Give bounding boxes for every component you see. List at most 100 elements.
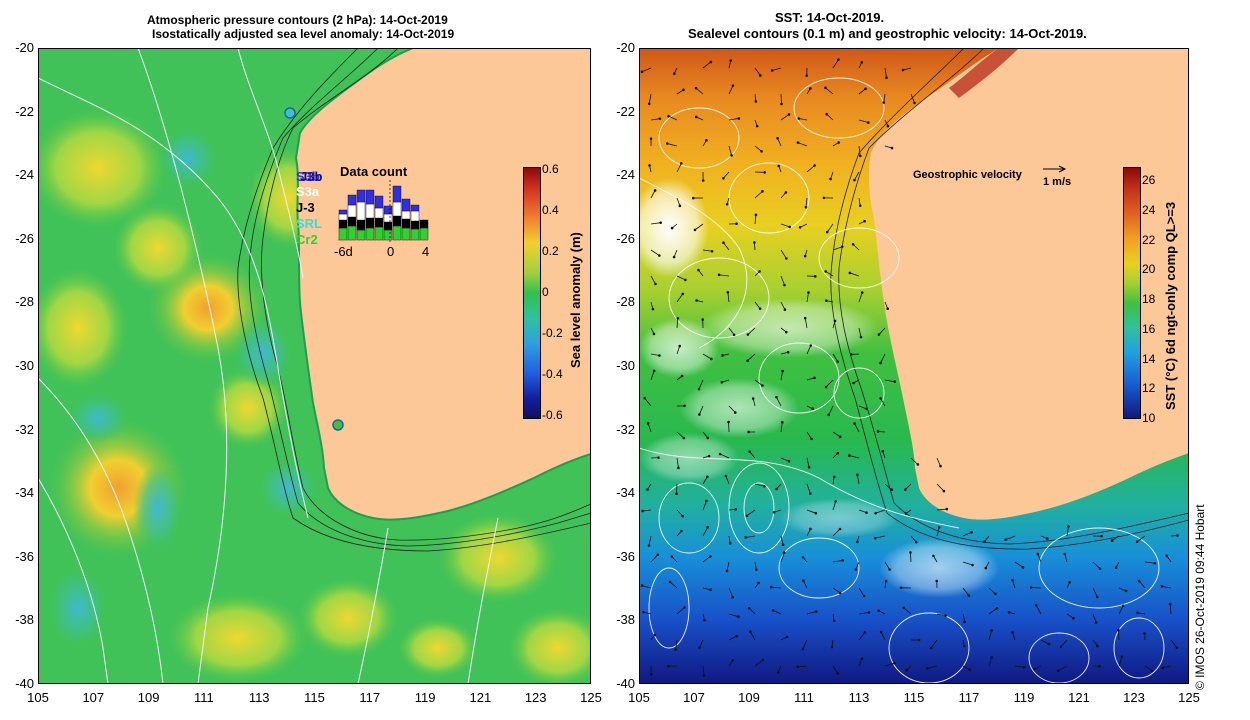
velocity-arrow — [1169, 604, 1172, 615]
velocity-arrow-head — [1165, 554, 1169, 558]
lon-tick-right: 117 — [958, 690, 980, 705]
data-count-bar-segment — [374, 226, 384, 241]
velocity-arrow-head — [832, 475, 836, 479]
velocity-arrow — [719, 274, 730, 277]
velocity-arrow-head — [675, 492, 678, 495]
velocity-arrow-head — [772, 511, 776, 514]
velocity-arrow — [1162, 665, 1172, 669]
velocity-arrow — [832, 59, 839, 69]
velocity-arrow-head — [853, 178, 856, 182]
velocity-arrow — [641, 67, 652, 73]
velocity-arrow-head — [1143, 632, 1146, 635]
velocity-arrow-head — [803, 254, 807, 258]
velocity-arrow-head — [710, 357, 713, 361]
velocity-arrow-head — [726, 291, 730, 294]
velocity-arrow-head — [916, 463, 920, 466]
velocity-arrow-head — [652, 332, 656, 336]
velocity-arrow — [832, 665, 839, 674]
velocity-arrow — [884, 561, 890, 570]
velocity-arrow — [858, 658, 863, 667]
velocity-arrow-head — [905, 668, 908, 672]
velocity-arrow-head — [834, 500, 837, 503]
velocity-arrow-head — [876, 430, 880, 433]
data-count-bar-segment — [401, 210, 411, 220]
satellite-legend-j3: J-3 — [296, 200, 315, 215]
satellite-legend-s3b: S3b — [296, 169, 320, 184]
velocity-arrow — [832, 528, 841, 537]
velocity-arrow — [903, 607, 912, 615]
data-count-bar-segment — [365, 217, 375, 229]
velocity-arrow — [648, 535, 652, 546]
velocity-arrow-head — [1036, 552, 1040, 556]
data-count-title: Data count — [340, 164, 408, 179]
velocity-arrow-head — [705, 499, 708, 503]
velocity-arrow — [988, 657, 992, 667]
lat-tick-left: -20 — [15, 40, 34, 55]
velocity-arrow-head — [722, 241, 725, 244]
velocity-arrow-head — [860, 657, 864, 660]
velocity-arrow-head — [642, 610, 645, 614]
velocity-arrow-head — [990, 656, 993, 659]
velocity-arrow — [832, 431, 841, 438]
sst-colorbar-tick: 22 — [1142, 232, 1156, 247]
velocity-arrow — [676, 197, 681, 206]
velocity-arrow-head — [720, 380, 724, 384]
velocity-arrow — [642, 509, 652, 512]
velocity-arrow-head — [944, 614, 947, 617]
velocity-arrow-head — [732, 333, 736, 337]
velocity-arrow-head — [780, 102, 783, 106]
velocity-arrow-head — [862, 594, 866, 598]
velocity-arrow — [1092, 613, 1097, 623]
velocity-arrow-head — [674, 648, 677, 651]
velocity-arrow — [927, 665, 938, 669]
velocity-arrow-head — [1160, 585, 1164, 588]
velocity-arrow — [780, 552, 785, 563]
velocity-arrow — [648, 93, 652, 104]
velocity-arrow — [878, 327, 886, 335]
velocity-arrow — [699, 405, 704, 415]
velocity-arrow-head — [824, 270, 828, 273]
velocity-arrow-head — [751, 397, 755, 400]
velocity-arrow-head — [801, 555, 805, 559]
velocity-arrow-head — [1098, 665, 1101, 668]
velocity-arrow-head — [1135, 540, 1139, 544]
velocity-arrow-head — [860, 291, 864, 294]
data-count-bar-segment — [392, 215, 402, 227]
velocity-arrow — [725, 475, 730, 485]
velocity-arrow — [852, 243, 860, 251]
velocity-arrow — [771, 586, 782, 589]
velocity-arrow-head — [932, 554, 935, 558]
satellite-legend-srl: SRL — [296, 216, 322, 231]
velocity-arrow-head — [706, 436, 710, 440]
velocity-arrow — [754, 483, 765, 487]
velocity-arrow-head — [749, 630, 752, 633]
velocity-arrow — [728, 613, 739, 618]
velocity-arrow — [647, 423, 652, 433]
velocity-arrow-head — [776, 671, 780, 674]
velocity-arrow-head — [695, 299, 698, 302]
velocity-arrow-head — [809, 87, 812, 90]
velocity-arrow — [772, 609, 782, 615]
velocity-arrow-head — [698, 646, 701, 649]
velocity-arrow-head — [678, 204, 682, 208]
velocity-arrow — [746, 509, 756, 517]
velocity-arrow — [676, 275, 686, 281]
velocity-arrow — [702, 249, 713, 252]
velocity-arrow — [858, 327, 862, 338]
velocity-arrow-head — [1150, 669, 1154, 673]
velocity-arrow-head — [682, 88, 685, 92]
lon-tick-left: 119 — [414, 690, 436, 705]
velocity-arrow-head — [1059, 645, 1063, 649]
velocity-arrow-head — [917, 638, 921, 642]
velocity-arrow — [695, 87, 704, 95]
velocity-arrow — [806, 611, 817, 615]
velocity-arrow — [747, 353, 756, 361]
data-count-bar-segment — [365, 189, 375, 205]
velocity-arrow-head — [722, 176, 725, 180]
velocity-arrow-head — [863, 219, 866, 223]
velocity-arrow — [849, 272, 860, 277]
velocity-arrow — [884, 379, 895, 383]
velocity-arrow — [962, 613, 966, 623]
sla-colorbar-tick: -0.2 — [542, 326, 563, 340]
velocity-arrow — [962, 587, 970, 596]
